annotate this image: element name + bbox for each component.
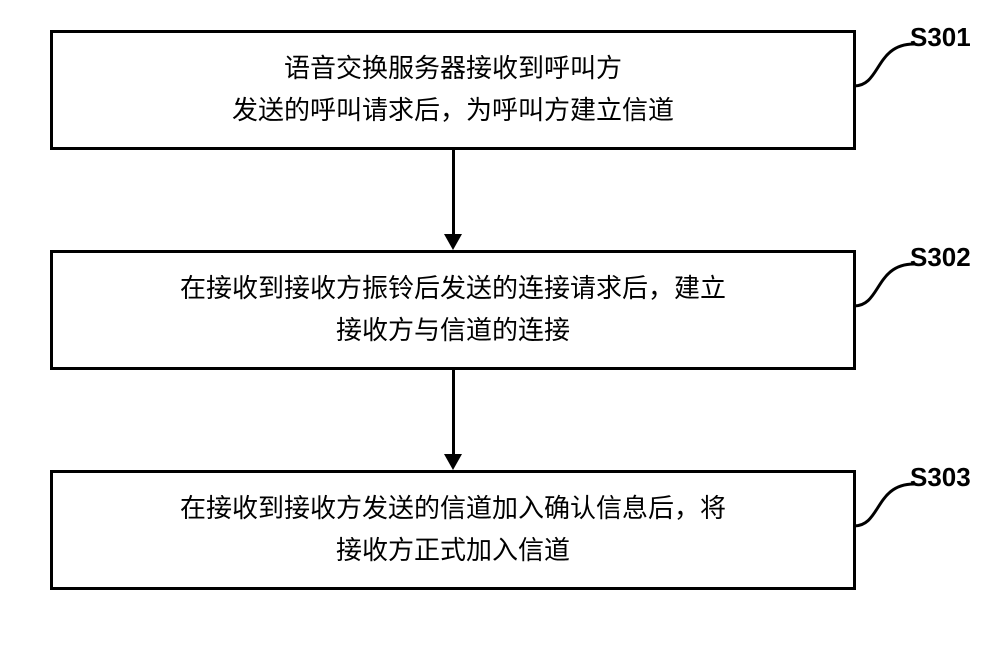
arrow-line-1 <box>452 150 455 234</box>
arrow-head-2 <box>444 454 462 470</box>
node-text-line2: 接收方正式加入信道 <box>336 536 570 565</box>
label-connector-s303 <box>854 484 914 526</box>
node-text: 在接收到接收方发送的信道加入确认信息后，将 接收方正式加入信道 <box>180 488 726 571</box>
node-text-line1: 在接收到接收方发送的信道加入确认信息后，将 <box>180 494 726 523</box>
step-label-s303: S303 <box>910 462 971 493</box>
step-label-s302: S302 <box>910 242 971 273</box>
label-connector-s302 <box>854 264 914 306</box>
flowchart-node-s303: 在接收到接收方发送的信道加入确认信息后，将 接收方正式加入信道 <box>50 470 856 590</box>
node-text-line1: 在接收到接收方振铃后发送的连接请求后，建立 <box>180 274 726 303</box>
label-connector-s301 <box>854 44 914 86</box>
arrow-head-1 <box>444 234 462 250</box>
step-label-s301: S301 <box>910 22 971 53</box>
node-text-line2: 发送的呼叫请求后，为呼叫方建立信道 <box>232 96 674 125</box>
flowchart-canvas: 语音交换服务器接收到呼叫方 发送的呼叫请求后，为呼叫方建立信道 S301 在接收… <box>0 0 1000 648</box>
flowchart-node-s301: 语音交换服务器接收到呼叫方 发送的呼叫请求后，为呼叫方建立信道 <box>50 30 856 150</box>
node-text: 语音交换服务器接收到呼叫方 发送的呼叫请求后，为呼叫方建立信道 <box>232 48 674 131</box>
flowchart-node-s302: 在接收到接收方振铃后发送的连接请求后，建立 接收方与信道的连接 <box>50 250 856 370</box>
node-text: 在接收到接收方振铃后发送的连接请求后，建立 接收方与信道的连接 <box>180 268 726 351</box>
node-text-line1: 语音交换服务器接收到呼叫方 <box>284 54 622 83</box>
arrow-line-2 <box>452 370 455 454</box>
node-text-line2: 接收方与信道的连接 <box>336 316 570 345</box>
